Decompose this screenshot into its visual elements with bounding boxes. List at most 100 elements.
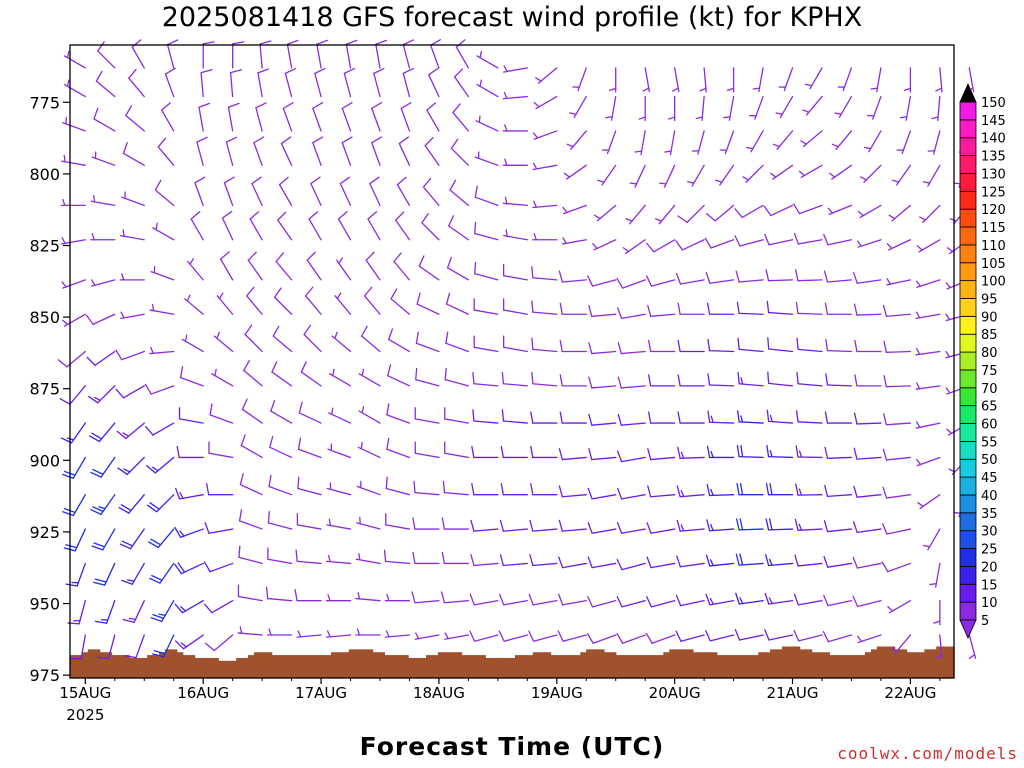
wind-barb — [200, 69, 213, 98]
wind-barb — [474, 261, 499, 281]
colorbar-swatch — [959, 262, 977, 282]
terrain-column — [485, 657, 492, 678]
colorbar-swatch — [959, 226, 977, 246]
terrain-column — [627, 655, 635, 678]
wind-barb — [386, 403, 411, 424]
terrain-column — [93, 649, 101, 678]
wind-barb — [588, 342, 617, 355]
wind-barb — [764, 629, 794, 641]
wind-barb — [852, 595, 882, 608]
colorbar-swatch — [959, 476, 977, 496]
wind-barb — [355, 628, 381, 636]
wind-barb — [648, 374, 676, 387]
wind-barb — [676, 555, 705, 568]
wind-barb — [502, 196, 528, 207]
wind-barb — [735, 592, 764, 605]
wind-barb — [367, 211, 381, 241]
wind-barb — [471, 445, 499, 459]
terrain-column — [206, 657, 213, 678]
wind-barb — [266, 628, 293, 636]
colorbar-label: 15 — [981, 578, 998, 593]
wind-barb — [736, 518, 764, 531]
terrain-column — [912, 652, 920, 678]
wind-barb — [823, 555, 853, 568]
wind-barb — [804, 67, 823, 90]
wind-barb — [257, 68, 270, 98]
wind-barb — [705, 593, 735, 606]
wind-barb — [213, 331, 234, 353]
wind-barb — [795, 445, 823, 459]
wind-barb — [499, 519, 528, 532]
x-tick-label: 18AUG — [413, 684, 465, 702]
wind-barb — [178, 407, 204, 424]
terrain-column — [99, 652, 107, 678]
terrain-column — [390, 655, 397, 678]
wind-barb — [246, 286, 263, 315]
wind-barb — [827, 204, 853, 216]
y-tick-label: 975 — [29, 666, 60, 685]
wind-barb — [503, 229, 528, 241]
wind-barb — [927, 130, 941, 155]
colorbar-label: 125 — [981, 185, 1006, 200]
terrain-column — [514, 655, 522, 678]
terrain-column — [734, 655, 742, 678]
wind-barb — [823, 270, 853, 283]
colorbar-swatch — [959, 583, 977, 603]
terrain-column — [242, 657, 249, 678]
wind-barb — [384, 630, 411, 638]
terrain-column — [325, 655, 332, 678]
wind-barb — [735, 553, 764, 566]
terrain-column — [716, 655, 724, 678]
terrain-column — [378, 652, 386, 678]
wind-barb — [97, 41, 116, 69]
credit-link[interactable]: coolwx.com/models — [837, 744, 1018, 763]
wind-barb — [922, 164, 941, 187]
terrain-column — [811, 652, 819, 678]
wind-barb — [386, 437, 411, 459]
wind-barb — [919, 204, 941, 224]
terrain-column — [930, 649, 937, 678]
terrain-column — [823, 652, 831, 678]
wind-barb — [736, 301, 764, 315]
colorbar-label: 105 — [981, 257, 1006, 272]
wind-barb — [306, 251, 322, 281]
wind-barb — [675, 630, 705, 642]
wind-barb — [617, 487, 646, 500]
wind-barb — [268, 474, 293, 496]
wind-barb — [237, 584, 263, 602]
wind-barb — [822, 630, 853, 643]
wind-barb — [528, 630, 558, 642]
wind-barb — [616, 596, 646, 608]
wind-barb — [297, 476, 322, 496]
wind-barb — [903, 67, 912, 93]
wind-barb — [334, 292, 352, 315]
wind-barb — [473, 298, 499, 315]
wind-barb — [194, 176, 206, 207]
terrain-column — [532, 652, 540, 678]
wind-barb — [617, 413, 646, 426]
wind-barb — [533, 95, 558, 110]
terrain-column — [550, 655, 558, 678]
plot-frame — [69, 44, 955, 679]
wind-barb — [531, 265, 558, 281]
wind-barb — [929, 562, 941, 588]
wind-barb — [385, 513, 411, 530]
wind-barb — [412, 551, 440, 565]
wind-barb — [916, 239, 941, 253]
wind-barb — [385, 476, 411, 496]
wind-barb — [247, 251, 263, 281]
wind-barb — [767, 337, 794, 353]
wind-barb — [396, 176, 411, 207]
wind-barb — [531, 371, 558, 387]
wind-barb — [414, 407, 440, 424]
wind-barb — [645, 239, 676, 253]
terrain-column — [259, 652, 267, 678]
wind-barb — [823, 233, 853, 246]
wind-barb — [800, 130, 823, 148]
wind-barb — [267, 511, 293, 530]
wind-barb — [558, 519, 587, 532]
wind-barb — [59, 385, 86, 405]
wind-barb — [174, 526, 204, 538]
wind-barb — [442, 480, 470, 496]
colorbar-swatch — [959, 512, 977, 532]
